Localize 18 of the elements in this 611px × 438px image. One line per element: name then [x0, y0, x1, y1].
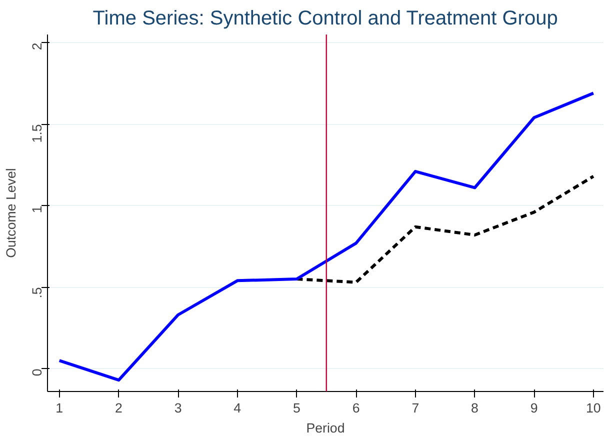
- x-tick-label: 5: [293, 400, 300, 416]
- y-tick-label: .5: [30, 287, 44, 298]
- x-tick-label: 2: [115, 400, 122, 416]
- y-tick-label: 0: [30, 368, 44, 376]
- x-tick-label: 1: [56, 400, 64, 416]
- y-tick-label: 1.5: [30, 124, 44, 143]
- x-tick-label: 6: [352, 400, 360, 416]
- x-tick-label: 3: [174, 400, 182, 416]
- x-tick-label: 4: [234, 400, 242, 416]
- y-tick-label: 2: [30, 42, 44, 50]
- y-axis-title: Outcome Level: [4, 168, 18, 258]
- y-tick-label: 1: [30, 206, 44, 214]
- x-tick-label: 10: [586, 400, 601, 416]
- x-tick-label: 9: [530, 400, 538, 416]
- chart-title: Time Series: Synthetic Control and Treatment Group: [92, 8, 558, 30]
- x-tick-label: 8: [471, 400, 478, 416]
- x-axis-title: Period: [306, 420, 345, 436]
- x-tick-label: 7: [412, 400, 420, 416]
